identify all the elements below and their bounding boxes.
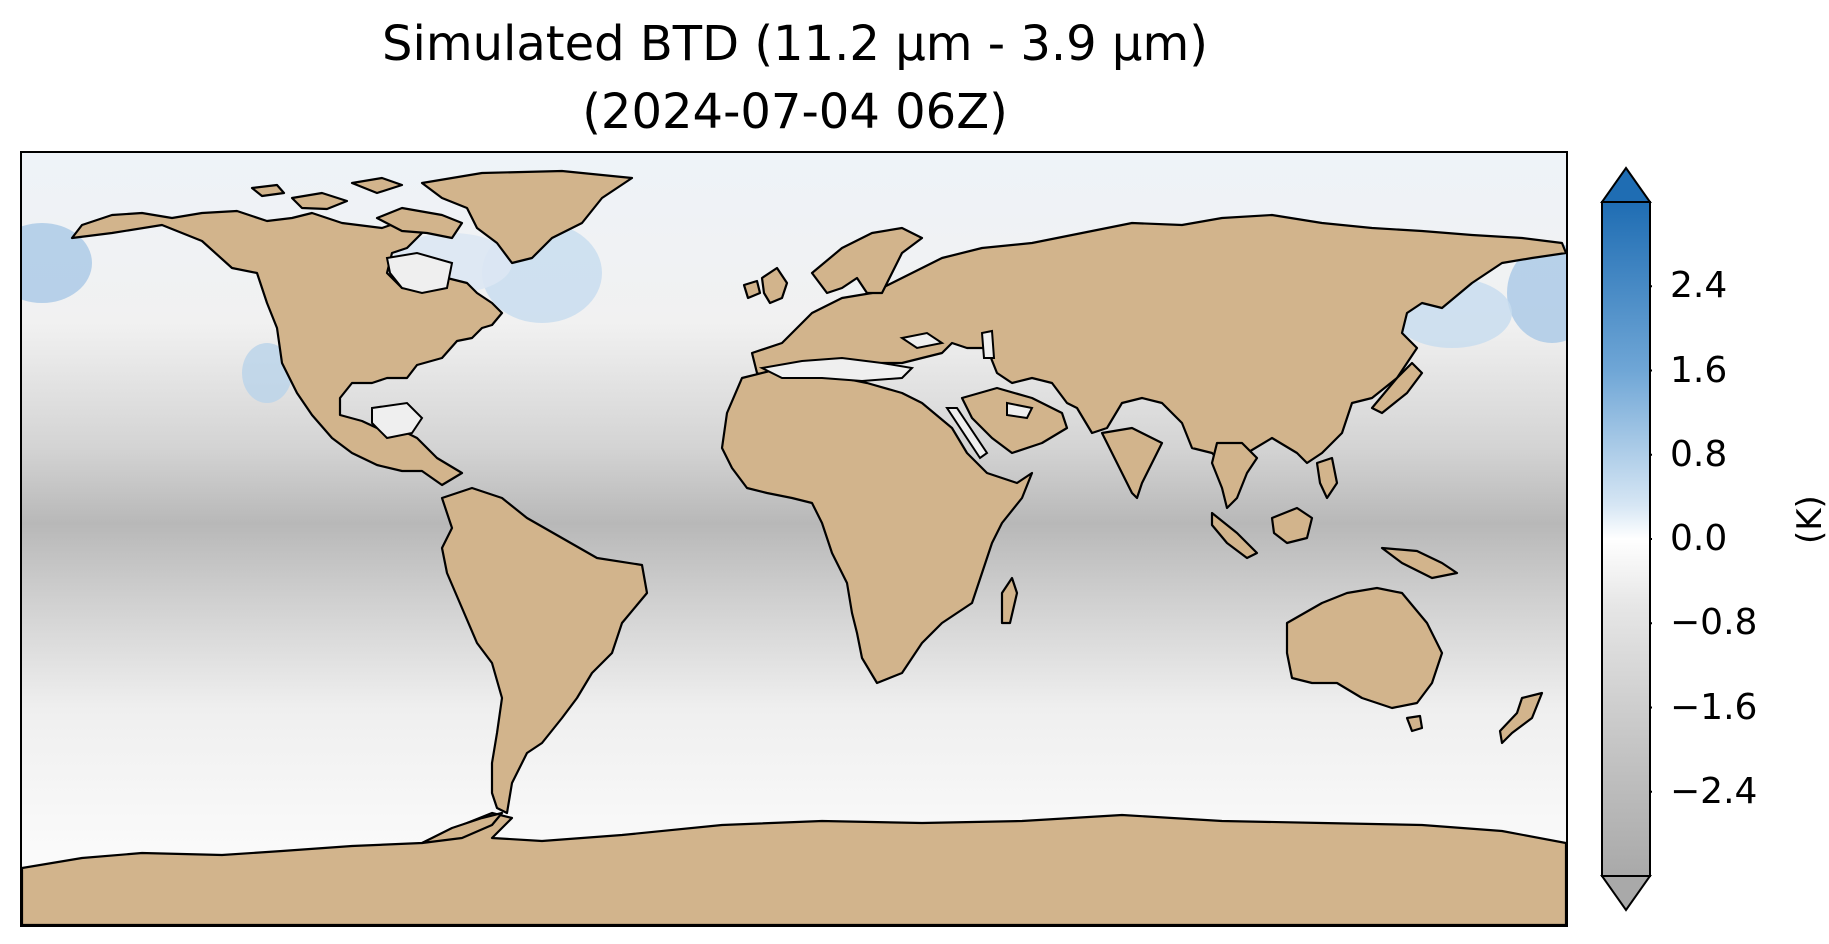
map-svg: [22, 153, 1566, 925]
antarctica: [22, 811, 1566, 925]
colorbar-extend-min: [1600, 875, 1652, 912]
new-guinea: [1380, 546, 1459, 580]
blue-patch-california: [242, 343, 292, 403]
philippines: [1315, 456, 1339, 500]
colorbar-tick-label: −1.6: [1670, 686, 1758, 728]
borneo: [1270, 506, 1314, 545]
great-britain: [760, 266, 789, 305]
map-title-line1: Simulated BTD (11.2 µm - 3.9 µm): [382, 16, 1208, 72]
hudson-bay: [385, 251, 454, 295]
madagascar: [1000, 576, 1019, 625]
colorbar-tick-label: −0.8: [1670, 602, 1758, 644]
south-america: [440, 486, 649, 815]
japan: [1370, 361, 1424, 415]
greenland: [420, 169, 634, 265]
antarctic-peninsula: [420, 811, 504, 845]
colorbar-gradient: [1601, 201, 1651, 877]
arctic-island-3: [250, 183, 286, 198]
colorbar-tick-label: 0.0: [1670, 518, 1728, 559]
map-panel: [20, 151, 1568, 927]
new-zealand: [1498, 691, 1544, 745]
ireland: [742, 279, 762, 300]
black-sea: [899, 331, 945, 350]
land: [22, 169, 1566, 925]
australia: [1285, 586, 1444, 710]
baffin-island: [375, 206, 464, 240]
arabia: [960, 386, 1069, 455]
red-sea: [945, 407, 989, 460]
indochina: [1210, 441, 1259, 510]
blue-patch-north-pacific-west: [22, 223, 92, 303]
blue-patch-north-pacific-east: [1507, 243, 1566, 343]
gulf-of-mexico: [371, 401, 424, 440]
colorbar-tick-label: 2.4: [1670, 265, 1728, 307]
eurasia: [750, 213, 1566, 475]
mediterranean: [758, 356, 915, 383]
colorbar-tick-label: −2.4: [1670, 770, 1758, 812]
colorbar: [1600, 166, 1652, 912]
colorbar-ticks: [1650, 285, 1652, 793]
colorbar-units-label: (K): [1790, 495, 1829, 544]
arctic-island-1: [290, 191, 349, 211]
colorbar-tick-label: 1.6: [1670, 349, 1728, 391]
africa: [720, 366, 1034, 685]
india: [1100, 426, 1164, 500]
tasmania: [1405, 714, 1424, 733]
arctic-island-2: [350, 176, 404, 195]
colorbar-extend-max: [1600, 166, 1652, 203]
north-america: [70, 209, 504, 487]
sumatra: [1210, 511, 1259, 560]
scandinavia: [810, 226, 924, 295]
inland-water: [371, 251, 1034, 460]
colorbar-tick-label: 0.8: [1670, 433, 1728, 475]
persian-gulf: [1006, 401, 1034, 420]
caspian-sea: [980, 329, 996, 359]
map-title-line2: (2024-07-04 06Z): [582, 84, 1008, 140]
